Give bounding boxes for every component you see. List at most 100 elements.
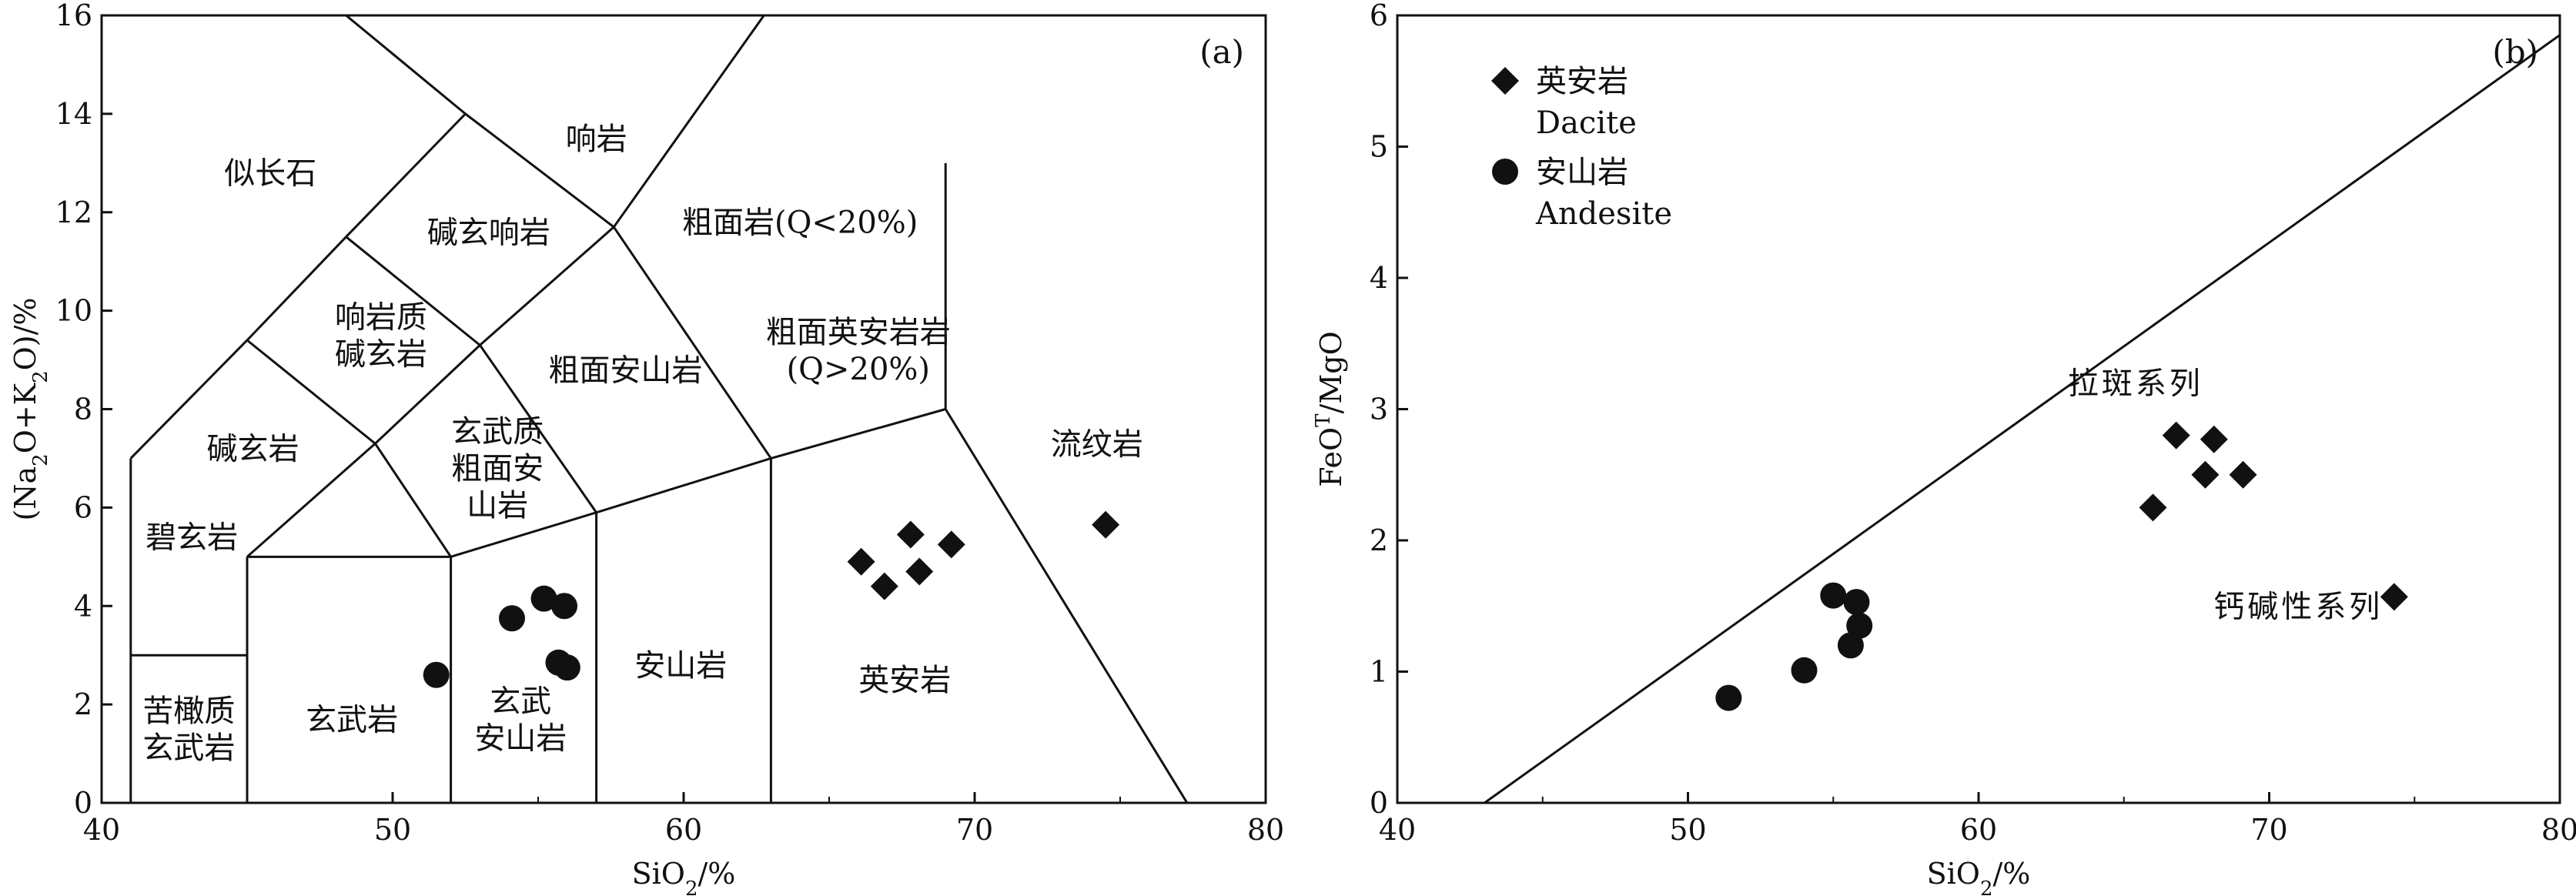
y-tick-label: 14 (55, 97, 92, 131)
y-tick-label: 16 (55, 0, 92, 32)
field-label: 粗面英安岩岩 (766, 315, 951, 350)
andesite-point (1820, 582, 1847, 609)
x-tick-label: 60 (665, 813, 702, 847)
field-boundary (613, 226, 772, 460)
dacite-point (896, 520, 925, 549)
dacite-point (905, 557, 934, 586)
field-label: 碧玄岩 (146, 520, 238, 556)
field-boundary (944, 408, 1189, 803)
field-lines (129, 15, 1189, 803)
andesite-point (530, 585, 557, 612)
field-label: 英安岩 (858, 663, 951, 698)
andesite-point (1837, 632, 1864, 659)
y-axis-title: FeOT/MgO (1312, 331, 1348, 486)
legend-label-cn: 英安岩 (1536, 64, 1628, 99)
x-tick-label: 80 (1247, 813, 1284, 847)
dacite-point (2200, 425, 2228, 453)
field-boundary (479, 344, 597, 513)
dacite-point (870, 572, 898, 600)
field-boundary (374, 443, 452, 558)
andesite-point (1715, 684, 1742, 711)
field-boundary (246, 443, 376, 558)
y-tick-label: 0 (1370, 786, 1388, 820)
field-label: 玄武岩 (142, 731, 235, 766)
panel-label: (a) (1199, 33, 1244, 71)
x-tick-label: 50 (1669, 813, 1706, 847)
x-tick-label: 80 (2541, 813, 2576, 847)
y-tick-label: 2 (74, 687, 92, 721)
y-tick-label: 1 (1370, 655, 1388, 689)
dacite-series (847, 510, 1120, 600)
andesite-point (1791, 657, 1818, 684)
andesite-point (498, 605, 525, 632)
y-tick-label: 6 (74, 490, 92, 524)
field-label: 粗面安山岩 (548, 353, 702, 388)
dacite-point (2139, 493, 2167, 522)
field-boundary (345, 15, 467, 115)
tholeiite-calcalkaline-divider (1484, 34, 2560, 803)
field-boundary (464, 112, 615, 229)
field-boundary (479, 226, 615, 346)
field-label: 玄武岩 (306, 702, 398, 737)
dacite-point (2380, 583, 2408, 611)
x-tick-label: 60 (1960, 813, 1997, 847)
andesite-point (423, 661, 450, 688)
field-boundary (613, 15, 766, 228)
dacite-point (2162, 421, 2190, 450)
field-boundary (450, 511, 597, 558)
y-tick-label: 3 (1370, 393, 1388, 426)
dacite-point (2229, 460, 2257, 489)
dacite-point (937, 530, 965, 559)
field-label: 响岩 (566, 122, 627, 157)
field-label: 玄武 (490, 684, 551, 719)
field-label: 安山岩 (474, 720, 567, 756)
field-label: 山岩 (467, 488, 528, 523)
x-tick-label: 40 (83, 813, 120, 847)
field-label: 苦橄质 (142, 694, 235, 729)
andesite-point (1843, 589, 1870, 616)
x-tick-label: 70 (2250, 813, 2287, 847)
andesite-point (551, 593, 578, 620)
y-tick-label: 4 (74, 589, 92, 623)
legend-label-cn: 安山岩 (1536, 155, 1628, 190)
panel-label: (b) (2492, 33, 2538, 71)
dacite-series (2139, 421, 2408, 611)
x-axis-title: SiO2/% (1927, 857, 2031, 896)
field-label: 碱玄岩 (207, 432, 299, 467)
field-label: 碱玄岩 (335, 337, 427, 373)
andesite-point (1846, 612, 1873, 639)
y-tick-label: 10 (55, 294, 92, 328)
field-boundary (345, 112, 467, 238)
field-boundary (374, 344, 481, 445)
y-tick-label: 8 (74, 393, 92, 426)
andesite-series (1715, 582, 1873, 711)
field-boundary (129, 339, 249, 460)
y-axis-title: (Na2O+K2O)/% (8, 297, 52, 520)
y-tick-label: 0 (74, 786, 92, 820)
field-boundary (246, 339, 376, 445)
field-label: 碱玄响岩 (427, 215, 550, 250)
field-boundary (596, 457, 771, 514)
dacite-point (847, 547, 875, 576)
plot-frame (100, 14, 1267, 804)
y-tick-label: 5 (1370, 130, 1388, 164)
x-tick-label: 70 (956, 813, 993, 847)
legend-circle-icon (1492, 159, 1518, 185)
field-boundary (246, 236, 347, 342)
field-label: 粗面岩(Q<20%) (682, 206, 918, 241)
x-tick-label: 50 (374, 813, 411, 847)
dacite-point (1092, 510, 1120, 539)
y-tick-label: 12 (55, 196, 92, 229)
region-label: 拉斑系列 (2068, 366, 2203, 401)
region-label: 钙碱性系列 (2213, 589, 2383, 624)
field-boundary (345, 236, 481, 346)
legend-diamond-icon (1491, 67, 1519, 95)
x-tick-label: 40 (1379, 813, 1416, 847)
field-label: 响岩质 (335, 300, 427, 336)
field-label: 粗面安 (451, 451, 544, 486)
y-tick-label: 6 (1370, 0, 1388, 32)
field-lines (1484, 34, 2560, 803)
